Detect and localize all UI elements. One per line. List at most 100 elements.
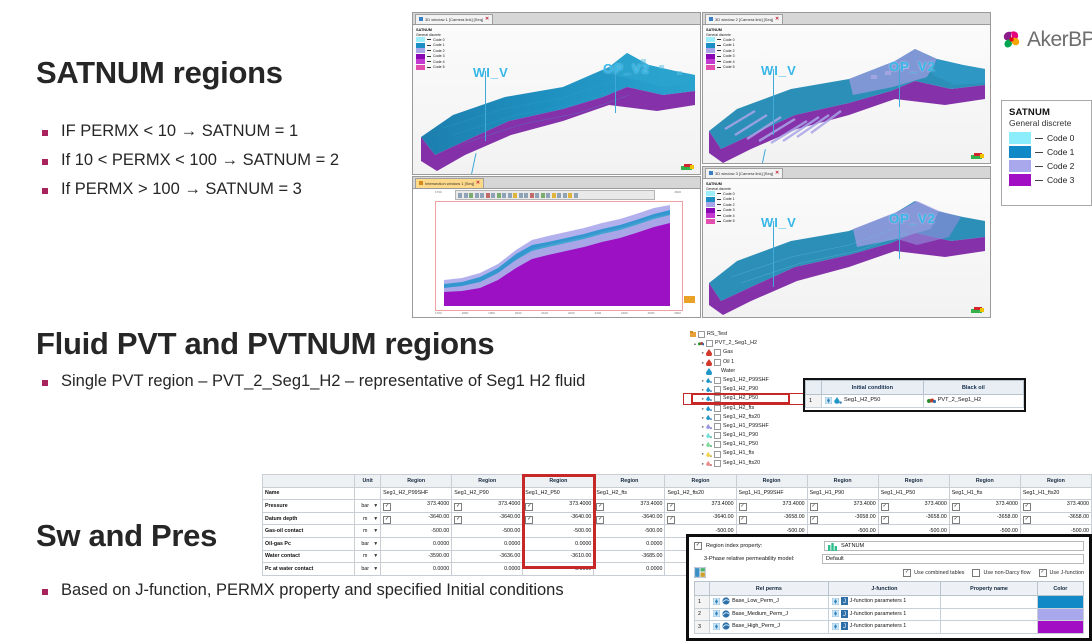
toolbar-icon[interactable] [496,192,501,198]
toolbar-icon[interactable] [480,192,484,198]
checkbox-checked-icon[interactable]: ✓ [667,515,676,524]
checkbox-checked-icon[interactable]: ✓ [454,515,463,524]
cell-name[interactable]: Seg1_H1_P90 [806,486,879,501]
tree-checkbox[interactable] [714,358,721,366]
intersection-plot-area[interactable] [435,201,683,311]
cell-name[interactable]: Seg1_H2_fts [593,486,666,501]
checkbox-checked-icon[interactable]: ✓ [809,515,818,524]
tree-item-water[interactable]: Water [684,367,804,376]
cell-name[interactable]: Seg1_H2_fts20 [664,486,737,501]
cell-black-oil[interactable]: PVT_2_Seg1_H2 [922,394,1025,408]
checkbox-unchecked-icon[interactable] [972,568,981,577]
row-unit[interactable]: m ▼ [354,549,382,564]
cell-name[interactable]: Seg1_H1_P99SHF [735,486,808,501]
checkbox-checked-icon[interactable]: ✓ [809,502,818,511]
chevron-down-icon[interactable]: ▼ [373,553,379,560]
cell-datum-depth[interactable]: ✓ -3640.00 [522,511,595,526]
intersection-canvas[interactable]: 1700 1800 1900 2000 2100 2200 2300 2400 2500 260… [413,189,700,317]
cell-oil-gas-pc[interactable]: 0.0000 [593,536,666,551]
toolbar-icon[interactable] [513,192,517,198]
tree-checkbox[interactable] [706,340,713,348]
expander-icon[interactable]: ▸ [701,423,705,429]
cell-datum-depth[interactable]: ✓ -3640.00 [451,511,524,526]
expander-icon[interactable]: ▸ [701,433,705,439]
tree-item-pvt2seg1h2[interactable]: ▴ PVT_2_Seg1_H2 [684,339,804,348]
tree-checkbox[interactable] [714,377,721,385]
viewport-intersection[interactable]: Intersection window 1 [Seq] ✕ [412,176,701,318]
tree-checkbox[interactable] [714,441,721,449]
option-use-non-darcy-flow[interactable]: Use non-Darcy flow [972,568,1031,577]
expander-icon[interactable]: ▸ [701,460,705,466]
cell-rel-perms[interactable]: Base_Low_Perm_J [709,595,829,609]
tree-item-seg1-h2-fts20[interactable]: ▸ Seg1_H2_fts20 [684,413,804,422]
cell-pc-water[interactable]: 0.0000 [380,562,453,576]
checkbox-checked-icon[interactable]: ✓ [738,515,747,524]
cell-name[interactable]: Seg1_H1_P50 [877,486,950,501]
cell-gas-oil-contact[interactable]: -500.00 [451,524,524,538]
tree-checkbox[interactable] [714,349,721,357]
toolbar-icon[interactable] [491,192,495,198]
cell-pressure[interactable]: ✓ 373.4000 [948,499,1021,513]
expander-icon[interactable]: ▸ [701,387,705,393]
checkbox-checked-icon[interactable]: ✓ [454,502,463,511]
checkbox-checked-icon[interactable]: ✓ [694,542,702,550]
cell-oil-gas-pc[interactable]: 0.0000 [380,536,453,551]
row-unit[interactable]: bar ▼ [354,499,382,513]
cell-rel-perms[interactable]: Base_Medium_Perm_J [709,607,829,621]
table-row[interactable]: 1 Base_Low_Perm_J J J-function parameter… [693,595,1085,609]
intersection-toolbar[interactable] [455,190,655,200]
toolbar-icon[interactable] [469,192,473,198]
cell-gas-oil-contact[interactable]: -500.00 [593,524,666,538]
checkbox-checked-icon[interactable]: ✓ [1022,515,1031,524]
tree-checkbox[interactable] [714,404,721,412]
cell-datum-depth[interactable]: ✓ -3658.00 [948,511,1021,526]
satnum-relperm-panel[interactable]: ✓ Region index property: SATNUM 3-Phase … [686,534,1092,641]
checkbox-checked-icon[interactable]: ✓ [880,502,889,511]
cell-pressure[interactable]: ✓ 373.4000 [806,499,879,513]
checkbox-checked-icon[interactable]: ✓ [1038,568,1047,577]
cell-datum-depth[interactable]: ✓ -3658.00 [1019,511,1092,526]
cell-name[interactable]: Seg1_H2_P50 [522,486,595,501]
cell-initial-condition[interactable]: Seg1_H2_P50 [821,394,924,408]
toolbar-icon[interactable] [568,192,572,198]
cell-color[interactable] [1036,607,1085,621]
toolbar-icon[interactable] [463,192,468,198]
tree-checkbox[interactable] [714,413,721,421]
cell-j-function[interactable]: J J-function parameters 1 [827,595,942,609]
viewport-canvas-1[interactable]: SATNUM General discrete Code 0 Code 1 Co… [413,25,700,174]
tree-item-seg1-h1-fts20[interactable]: ▸ Seg1_H1_fts20 [684,459,804,468]
tree-item-seg1-h1-fts[interactable]: ▸ Seg1_H1_fts [684,449,804,458]
tree-checkbox[interactable] [714,450,721,458]
toolbar-icon[interactable] [507,192,512,198]
tree-checkbox[interactable] [714,432,721,440]
tree-item-seg1-h1-p99shf[interactable]: ▸ Seg1_H1_P99SHF [684,422,804,431]
expander-icon[interactable]: ▸ [701,414,705,420]
toolbar-icon[interactable] [573,192,578,198]
cell-datum-depth[interactable]: ✓ -3640.00 [664,511,737,526]
tree-item-seg1-h1-p90[interactable]: ▸ Seg1_H1_P90 [684,431,804,440]
cell-j-function[interactable]: J J-function parameters 1 [827,620,942,634]
cell-property-name[interactable] [940,607,1038,621]
cell-pc-water[interactable]: 0.0000 [522,562,595,576]
checkbox-checked-icon[interactable]: ✓ [951,515,960,524]
tree-checkbox[interactable] [714,422,721,430]
cell-water-contact[interactable]: -3685.00 [593,549,666,564]
chevron-down-icon[interactable]: ▼ [373,515,379,522]
checkbox-checked-icon[interactable]: ✓ [903,568,912,577]
checkbox-checked-icon[interactable]: ✓ [525,502,534,511]
toolbar-icon[interactable] [551,192,556,198]
expander-icon[interactable]: ▸ [701,442,705,448]
toolbar-icon[interactable] [474,192,479,198]
tree-item-seg1-h1-p50[interactable]: ▸ Seg1_H1_P50 [684,440,804,449]
checkbox-checked-icon[interactable]: ✓ [880,515,889,524]
expander-icon[interactable]: ▸ [701,396,705,402]
checkbox-checked-icon[interactable]: ✓ [383,502,392,511]
cell-j-function[interactable]: J J-function parameters 1 [827,607,942,621]
checkbox-checked-icon[interactable]: ✓ [383,515,392,524]
cell-property-name[interactable] [940,595,1038,609]
option-use-j-function[interactable]: ✓ Use J-function [1038,568,1084,577]
checkbox-checked-icon[interactable]: ✓ [1022,502,1031,511]
chevron-down-icon[interactable]: ▼ [373,565,379,572]
cell-datum-depth[interactable]: ✓ -3658.00 [735,511,808,526]
toolbar-icon[interactable] [518,192,523,198]
